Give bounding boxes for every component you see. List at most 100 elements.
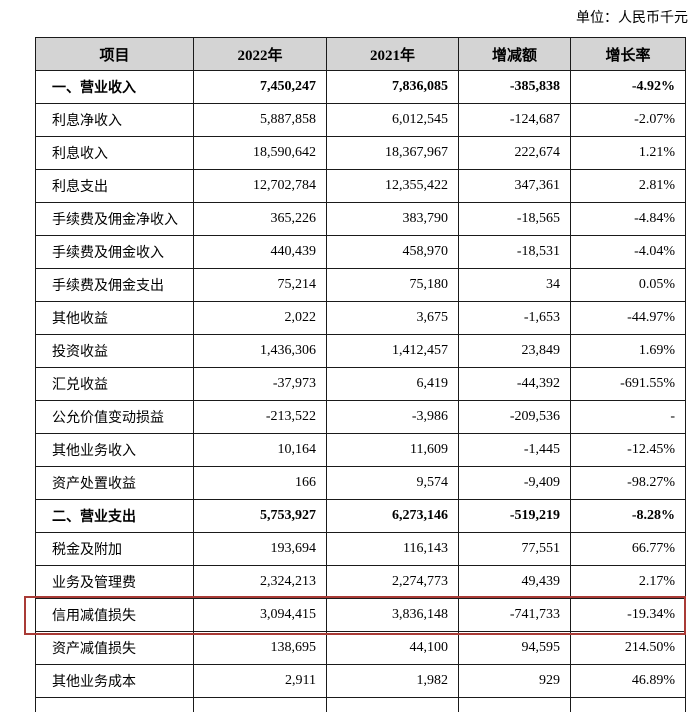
row-label: 其他业务成本 [35, 664, 194, 698]
row-label: 汇兑收益 [35, 367, 194, 401]
value-2022: 3,094,415 [193, 598, 327, 632]
empty-cell [458, 697, 571, 712]
value-2022: 2,911 [193, 664, 327, 698]
value-2021: 1,412,457 [326, 334, 459, 368]
value-2021: 6,273,146 [326, 499, 459, 533]
table-row: 汇兑收益 -37,973 6,419 -44,392 -691.55% [35, 367, 686, 401]
table-row: 利息净收入 5,887,858 6,012,545 -124,687 -2.07% [35, 103, 686, 137]
value-change: -1,445 [458, 433, 571, 467]
unit-label: 单位：人民币千元 [576, 11, 688, 26]
row-label: 资产减值损失 [35, 631, 194, 665]
row-label: 一、营业收入 [35, 70, 194, 104]
value-change: -18,565 [458, 202, 571, 236]
value-2022: -37,973 [193, 367, 327, 401]
table-row: 资产减值损失 138,695 44,100 94,595 214.50% [35, 631, 686, 665]
value-change: 77,551 [458, 532, 571, 566]
table-header-row: 项目 2022年 2021年 增减额 增长率 [35, 37, 686, 71]
value-2022: 5,887,858 [193, 103, 327, 137]
value-2021: 458,970 [326, 235, 459, 269]
value-2022: 10,164 [193, 433, 327, 467]
value-2021: 11,609 [326, 433, 459, 467]
value-change: 49,439 [458, 565, 571, 599]
column-header-growth-rate: 增长率 [570, 37, 686, 71]
value-2021: 12,355,422 [326, 169, 459, 203]
row-label: 信用减值损失 [35, 598, 194, 632]
row-label: 利息收入 [35, 136, 194, 170]
row-label: 利息支出 [35, 169, 194, 203]
column-header-item: 项目 [35, 37, 194, 71]
value-growth-rate: -691.55% [570, 367, 686, 401]
row-label: 手续费及佣金收入 [35, 235, 194, 269]
value-change: -44,392 [458, 367, 571, 401]
table-row: 信用减值损失 3,094,415 3,836,148 -741,733 -19.34% [35, 598, 686, 632]
row-label: 业务及管理费 [35, 565, 194, 599]
value-2022: 193,694 [193, 532, 327, 566]
value-growth-rate: 2.81% [570, 169, 686, 203]
value-growth-rate: -4.04% [570, 235, 686, 269]
table-row: 公允价值变动损益 -213,522 -3,986 -209,536- [35, 400, 686, 434]
row-label: 投资收益 [35, 334, 194, 368]
value-change: 929 [458, 664, 571, 698]
value-2022: 18,590,642 [193, 136, 327, 170]
value-growth-rate: 2.17% [570, 565, 686, 599]
table-row: 业务及管理费 2,324,213 2,274,773 49,439 2.17% [35, 565, 686, 599]
empty-cell [35, 697, 194, 712]
table-row: 手续费及佣金收入 440,439 458,970 -18,531 -4.04% [35, 235, 686, 269]
value-2021: 3,675 [326, 301, 459, 335]
value-growth-rate: 1.21% [570, 136, 686, 170]
value-change: 34 [458, 268, 571, 302]
value-2021: 75,180 [326, 268, 459, 302]
value-2022: 5,753,927 [193, 499, 327, 533]
table-row: 利息收入 18,590,642 18,367,967 222,674 1.21% [35, 136, 686, 170]
table-row: 投资收益 1,436,306 1,412,457 23,849 1.69% [35, 334, 686, 368]
value-growth-rate: 214.50% [570, 631, 686, 665]
value-2022: 75,214 [193, 268, 327, 302]
table-row: 税金及附加 193,694 116,143 77,551 66.77% [35, 532, 686, 566]
value-growth-rate: -2.07% [570, 103, 686, 137]
value-growth-rate: -44.97% [570, 301, 686, 335]
value-growth-rate: -98.27% [570, 466, 686, 500]
table-row: 资产处置收益 166 9,574 -9,409 -98.27% [35, 466, 686, 500]
value-2022: 440,439 [193, 235, 327, 269]
row-label: 手续费及佣金支出 [35, 268, 194, 302]
value-change: 23,849 [458, 334, 571, 368]
value-growth-rate: - [570, 400, 686, 434]
row-label: 资产处置收益 [35, 466, 194, 500]
value-2022: 166 [193, 466, 327, 500]
row-label: 其他业务收入 [35, 433, 194, 467]
value-2021: 1,982 [326, 664, 459, 698]
value-growth-rate: 1.69% [570, 334, 686, 368]
row-label: 手续费及佣金净收入 [35, 202, 194, 236]
value-growth-rate: -4.84% [570, 202, 686, 236]
value-2022: 7,450,247 [193, 70, 327, 104]
value-2022: 1,436,306 [193, 334, 327, 368]
value-growth-rate: 46.89% [570, 664, 686, 698]
value-2021: 6,419 [326, 367, 459, 401]
column-header-2021: 2021年 [326, 37, 459, 71]
column-header-change: 增减额 [458, 37, 571, 71]
value-change: -209,536 [458, 400, 571, 434]
value-growth-rate: 66.77% [570, 532, 686, 566]
value-growth-rate: -19.34% [570, 598, 686, 632]
value-growth-rate: -8.28% [570, 499, 686, 533]
empty-cell [570, 697, 686, 712]
value-2022: 2,324,213 [193, 565, 327, 599]
table-row: 其他收益 2,022 3,675 -1,653 -44.97% [35, 301, 686, 335]
row-label: 税金及附加 [35, 532, 194, 566]
empty-cell [193, 697, 327, 712]
row-label: 其他收益 [35, 301, 194, 335]
value-2021: 116,143 [326, 532, 459, 566]
value-2021: 9,574 [326, 466, 459, 500]
value-2021: 18,367,967 [326, 136, 459, 170]
table-row-partial [35, 697, 686, 712]
table-row: 利息支出 12,702,784 12,355,422 347,361 2.81% [35, 169, 686, 203]
value-change: -124,687 [458, 103, 571, 137]
value-2022: 2,022 [193, 301, 327, 335]
value-growth-rate: -12.45% [570, 433, 686, 467]
value-2021: 44,100 [326, 631, 459, 665]
value-2021: 383,790 [326, 202, 459, 236]
value-2021: 2,274,773 [326, 565, 459, 599]
table-row: 手续费及佣金支出 75,214 75,180 34 0.05% [35, 268, 686, 302]
value-2022: 138,695 [193, 631, 327, 665]
income-statement-table: 项目 2022年 2021年 增减额 增长率 一、营业收入 7,450,247 7,… [35, 37, 686, 712]
